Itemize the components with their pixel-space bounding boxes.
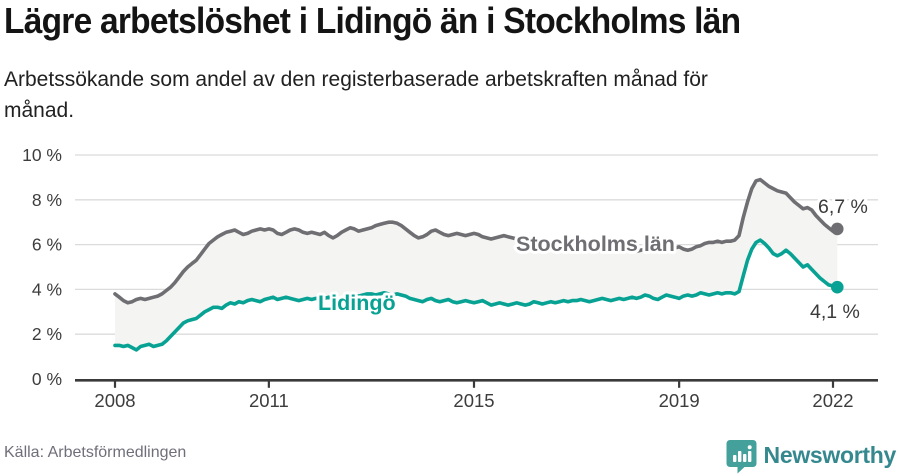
end-value-stockholms-lan: 6,7 % (818, 196, 868, 218)
chart-title: Lägre arbetslöshet i Lidingö än i Stockh… (4, 0, 741, 41)
x-tick-label: 2019 (659, 390, 700, 411)
x-tick-label: 2011 (249, 390, 289, 411)
subtitle-line-1: Arbetssökande som andel av den registerb… (4, 68, 708, 91)
end-dot-lidingo (830, 280, 844, 294)
y-tick-label: 4 % (32, 279, 62, 299)
series-label-stockholms-lan: Stockholms län (516, 232, 675, 256)
y-tick-label: 10 % (22, 145, 62, 165)
x-tick-label: 2022 (812, 390, 853, 411)
y-tick-label: 8 % (32, 190, 62, 210)
series-label-lidingo: Lidingö (318, 291, 396, 315)
series-line-lidingo (113, 238, 840, 352)
chart-generated-layers: 2008 2011 2015 2019 2022 0 % 2 % 4 % 6 % 8 % 10 % (22, 145, 878, 411)
end-dot-stockholms-lan (830, 222, 844, 236)
subtitle-line-2: månad. (4, 99, 75, 122)
source-note: Källa: Arbetsförmedlingen (4, 444, 187, 461)
newsworthy-logo-text: Newsworthy (763, 442, 897, 468)
band-between-series (115, 179, 838, 350)
series-line-stockholms-lan (113, 177, 840, 305)
newsworthy-logo-icon (726, 440, 757, 474)
end-value-lidingo: 4,1 % (810, 301, 860, 323)
y-tick-label: 6 % (32, 235, 62, 255)
y-tick-label: 2 % (32, 324, 62, 344)
chart-subtitle: Arbetssökande som andel av den registerb… (4, 64, 864, 126)
x-tick-label: 2008 (94, 390, 135, 411)
newsworthy-logo: Newsworthy (726, 439, 896, 474)
y-tick-label: 0 % (32, 369, 62, 389)
x-tick-label: 2015 (453, 390, 494, 411)
